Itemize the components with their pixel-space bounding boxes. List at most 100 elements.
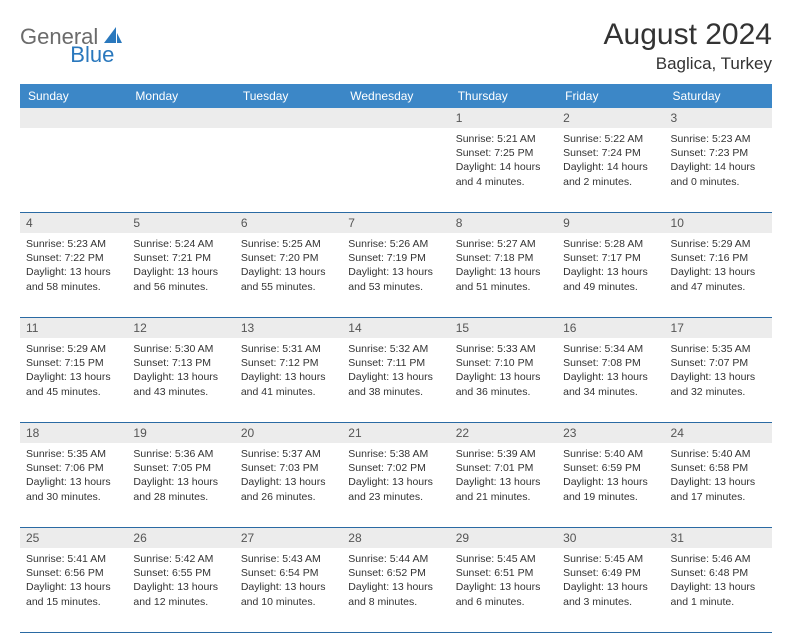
day-cell-body: Sunrise: 5:24 AMSunset: 7:21 PMDaylight:… bbox=[127, 233, 234, 300]
day-cell-body: Sunrise: 5:37 AMSunset: 7:03 PMDaylight:… bbox=[235, 443, 342, 510]
day-cell: Sunrise: 5:31 AMSunset: 7:12 PMDaylight:… bbox=[235, 338, 342, 422]
day-cell bbox=[235, 128, 342, 212]
day-number: 27 bbox=[235, 528, 342, 548]
week-row: Sunrise: 5:29 AMSunset: 7:15 PMDaylight:… bbox=[20, 338, 772, 423]
day-number: 23 bbox=[557, 423, 664, 443]
day-cell-body: Sunrise: 5:40 AMSunset: 6:59 PMDaylight:… bbox=[557, 443, 664, 510]
day-cell-body bbox=[20, 128, 127, 138]
sunrise-text: Sunrise: 5:34 AM bbox=[563, 342, 658, 356]
daylight-text: Daylight: 13 hours and 26 minutes. bbox=[241, 475, 336, 503]
day-number: 3 bbox=[665, 108, 772, 128]
day-header: Monday bbox=[127, 84, 234, 108]
day-number: 11 bbox=[20, 318, 127, 338]
day-number-row: 11121314151617 bbox=[20, 318, 772, 338]
daylight-text: Daylight: 13 hours and 49 minutes. bbox=[563, 265, 658, 293]
page-header: General Blue August 2024 Baglica, Turkey bbox=[20, 18, 772, 74]
sunrise-text: Sunrise: 5:22 AM bbox=[563, 132, 658, 146]
day-number: 24 bbox=[665, 423, 772, 443]
day-header: Sunday bbox=[20, 84, 127, 108]
daylight-text: Daylight: 13 hours and 56 minutes. bbox=[133, 265, 228, 293]
location-label: Baglica, Turkey bbox=[604, 54, 772, 74]
day-number bbox=[20, 108, 127, 128]
day-cell-body: Sunrise: 5:23 AMSunset: 7:23 PMDaylight:… bbox=[665, 128, 772, 195]
day-cell: Sunrise: 5:26 AMSunset: 7:19 PMDaylight:… bbox=[342, 233, 449, 317]
day-number: 10 bbox=[665, 213, 772, 233]
day-cell: Sunrise: 5:23 AMSunset: 7:23 PMDaylight:… bbox=[665, 128, 772, 212]
sunrise-text: Sunrise: 5:45 AM bbox=[563, 552, 658, 566]
day-cell-body: Sunrise: 5:45 AMSunset: 6:49 PMDaylight:… bbox=[557, 548, 664, 615]
day-header: Wednesday bbox=[342, 84, 449, 108]
day-cell: Sunrise: 5:35 AMSunset: 7:07 PMDaylight:… bbox=[665, 338, 772, 422]
day-cell-body: Sunrise: 5:27 AMSunset: 7:18 PMDaylight:… bbox=[450, 233, 557, 300]
day-cell: Sunrise: 5:45 AMSunset: 6:51 PMDaylight:… bbox=[450, 548, 557, 632]
day-cell bbox=[342, 128, 449, 212]
sunset-text: Sunset: 7:08 PM bbox=[563, 356, 658, 370]
day-cell: Sunrise: 5:35 AMSunset: 7:06 PMDaylight:… bbox=[20, 443, 127, 527]
sunrise-text: Sunrise: 5:36 AM bbox=[133, 447, 228, 461]
day-cell-body: Sunrise: 5:26 AMSunset: 7:19 PMDaylight:… bbox=[342, 233, 449, 300]
day-cell-body: Sunrise: 5:28 AMSunset: 7:17 PMDaylight:… bbox=[557, 233, 664, 300]
sunrise-text: Sunrise: 5:33 AM bbox=[456, 342, 551, 356]
sunrise-text: Sunrise: 5:28 AM bbox=[563, 237, 658, 251]
day-cell-body: Sunrise: 5:32 AMSunset: 7:11 PMDaylight:… bbox=[342, 338, 449, 405]
day-number: 16 bbox=[557, 318, 664, 338]
sunrise-text: Sunrise: 5:27 AM bbox=[456, 237, 551, 251]
week-row: Sunrise: 5:21 AMSunset: 7:25 PMDaylight:… bbox=[20, 128, 772, 213]
sunset-text: Sunset: 6:59 PM bbox=[563, 461, 658, 475]
daylight-text: Daylight: 13 hours and 45 minutes. bbox=[26, 370, 121, 398]
sunset-text: Sunset: 6:54 PM bbox=[241, 566, 336, 580]
daylight-text: Daylight: 13 hours and 30 minutes. bbox=[26, 475, 121, 503]
day-cell bbox=[127, 128, 234, 212]
daylight-text: Daylight: 13 hours and 43 minutes. bbox=[133, 370, 228, 398]
sunrise-text: Sunrise: 5:44 AM bbox=[348, 552, 443, 566]
day-number: 26 bbox=[127, 528, 234, 548]
day-number: 4 bbox=[20, 213, 127, 233]
day-cell: Sunrise: 5:44 AMSunset: 6:52 PMDaylight:… bbox=[342, 548, 449, 632]
sunset-text: Sunset: 7:22 PM bbox=[26, 251, 121, 265]
day-cell-body: Sunrise: 5:45 AMSunset: 6:51 PMDaylight:… bbox=[450, 548, 557, 615]
day-cell-body: Sunrise: 5:29 AMSunset: 7:16 PMDaylight:… bbox=[665, 233, 772, 300]
day-number: 29 bbox=[450, 528, 557, 548]
day-cell-body: Sunrise: 5:34 AMSunset: 7:08 PMDaylight:… bbox=[557, 338, 664, 405]
day-cell: Sunrise: 5:39 AMSunset: 7:01 PMDaylight:… bbox=[450, 443, 557, 527]
day-number: 2 bbox=[557, 108, 664, 128]
day-cell-body: Sunrise: 5:23 AMSunset: 7:22 PMDaylight:… bbox=[20, 233, 127, 300]
sunrise-text: Sunrise: 5:43 AM bbox=[241, 552, 336, 566]
day-cell-body: Sunrise: 5:22 AMSunset: 7:24 PMDaylight:… bbox=[557, 128, 664, 195]
day-cell-body: Sunrise: 5:40 AMSunset: 6:58 PMDaylight:… bbox=[665, 443, 772, 510]
day-number-row: 123 bbox=[20, 108, 772, 128]
sunrise-text: Sunrise: 5:32 AM bbox=[348, 342, 443, 356]
sunset-text: Sunset: 7:21 PM bbox=[133, 251, 228, 265]
sunrise-text: Sunrise: 5:23 AM bbox=[26, 237, 121, 251]
day-number-row: 45678910 bbox=[20, 213, 772, 233]
day-number: 8 bbox=[450, 213, 557, 233]
daylight-text: Daylight: 13 hours and 55 minutes. bbox=[241, 265, 336, 293]
sunset-text: Sunset: 7:02 PM bbox=[348, 461, 443, 475]
day-cell: Sunrise: 5:29 AMSunset: 7:15 PMDaylight:… bbox=[20, 338, 127, 422]
calendar-page: General Blue August 2024 Baglica, Turkey… bbox=[0, 0, 792, 643]
sunrise-text: Sunrise: 5:26 AM bbox=[348, 237, 443, 251]
day-cell: Sunrise: 5:36 AMSunset: 7:05 PMDaylight:… bbox=[127, 443, 234, 527]
day-cell: Sunrise: 5:42 AMSunset: 6:55 PMDaylight:… bbox=[127, 548, 234, 632]
daylight-text: Daylight: 13 hours and 34 minutes. bbox=[563, 370, 658, 398]
day-number: 1 bbox=[450, 108, 557, 128]
sunrise-text: Sunrise: 5:21 AM bbox=[456, 132, 551, 146]
daylight-text: Daylight: 13 hours and 17 minutes. bbox=[671, 475, 766, 503]
day-number bbox=[235, 108, 342, 128]
day-number: 15 bbox=[450, 318, 557, 338]
day-header: Thursday bbox=[450, 84, 557, 108]
sunset-text: Sunset: 7:20 PM bbox=[241, 251, 336, 265]
day-number bbox=[127, 108, 234, 128]
daylight-text: Daylight: 13 hours and 41 minutes. bbox=[241, 370, 336, 398]
weeks-container: 123Sunrise: 5:21 AMSunset: 7:25 PMDaylig… bbox=[20, 108, 772, 633]
daylight-text: Daylight: 13 hours and 3 minutes. bbox=[563, 580, 658, 608]
day-cell: Sunrise: 5:24 AMSunset: 7:21 PMDaylight:… bbox=[127, 233, 234, 317]
day-cell: Sunrise: 5:27 AMSunset: 7:18 PMDaylight:… bbox=[450, 233, 557, 317]
daylight-text: Daylight: 13 hours and 10 minutes. bbox=[241, 580, 336, 608]
day-number: 20 bbox=[235, 423, 342, 443]
day-cell: Sunrise: 5:23 AMSunset: 7:22 PMDaylight:… bbox=[20, 233, 127, 317]
daylight-text: Daylight: 13 hours and 23 minutes. bbox=[348, 475, 443, 503]
day-number: 9 bbox=[557, 213, 664, 233]
day-cell: Sunrise: 5:34 AMSunset: 7:08 PMDaylight:… bbox=[557, 338, 664, 422]
day-cell-body: Sunrise: 5:36 AMSunset: 7:05 PMDaylight:… bbox=[127, 443, 234, 510]
